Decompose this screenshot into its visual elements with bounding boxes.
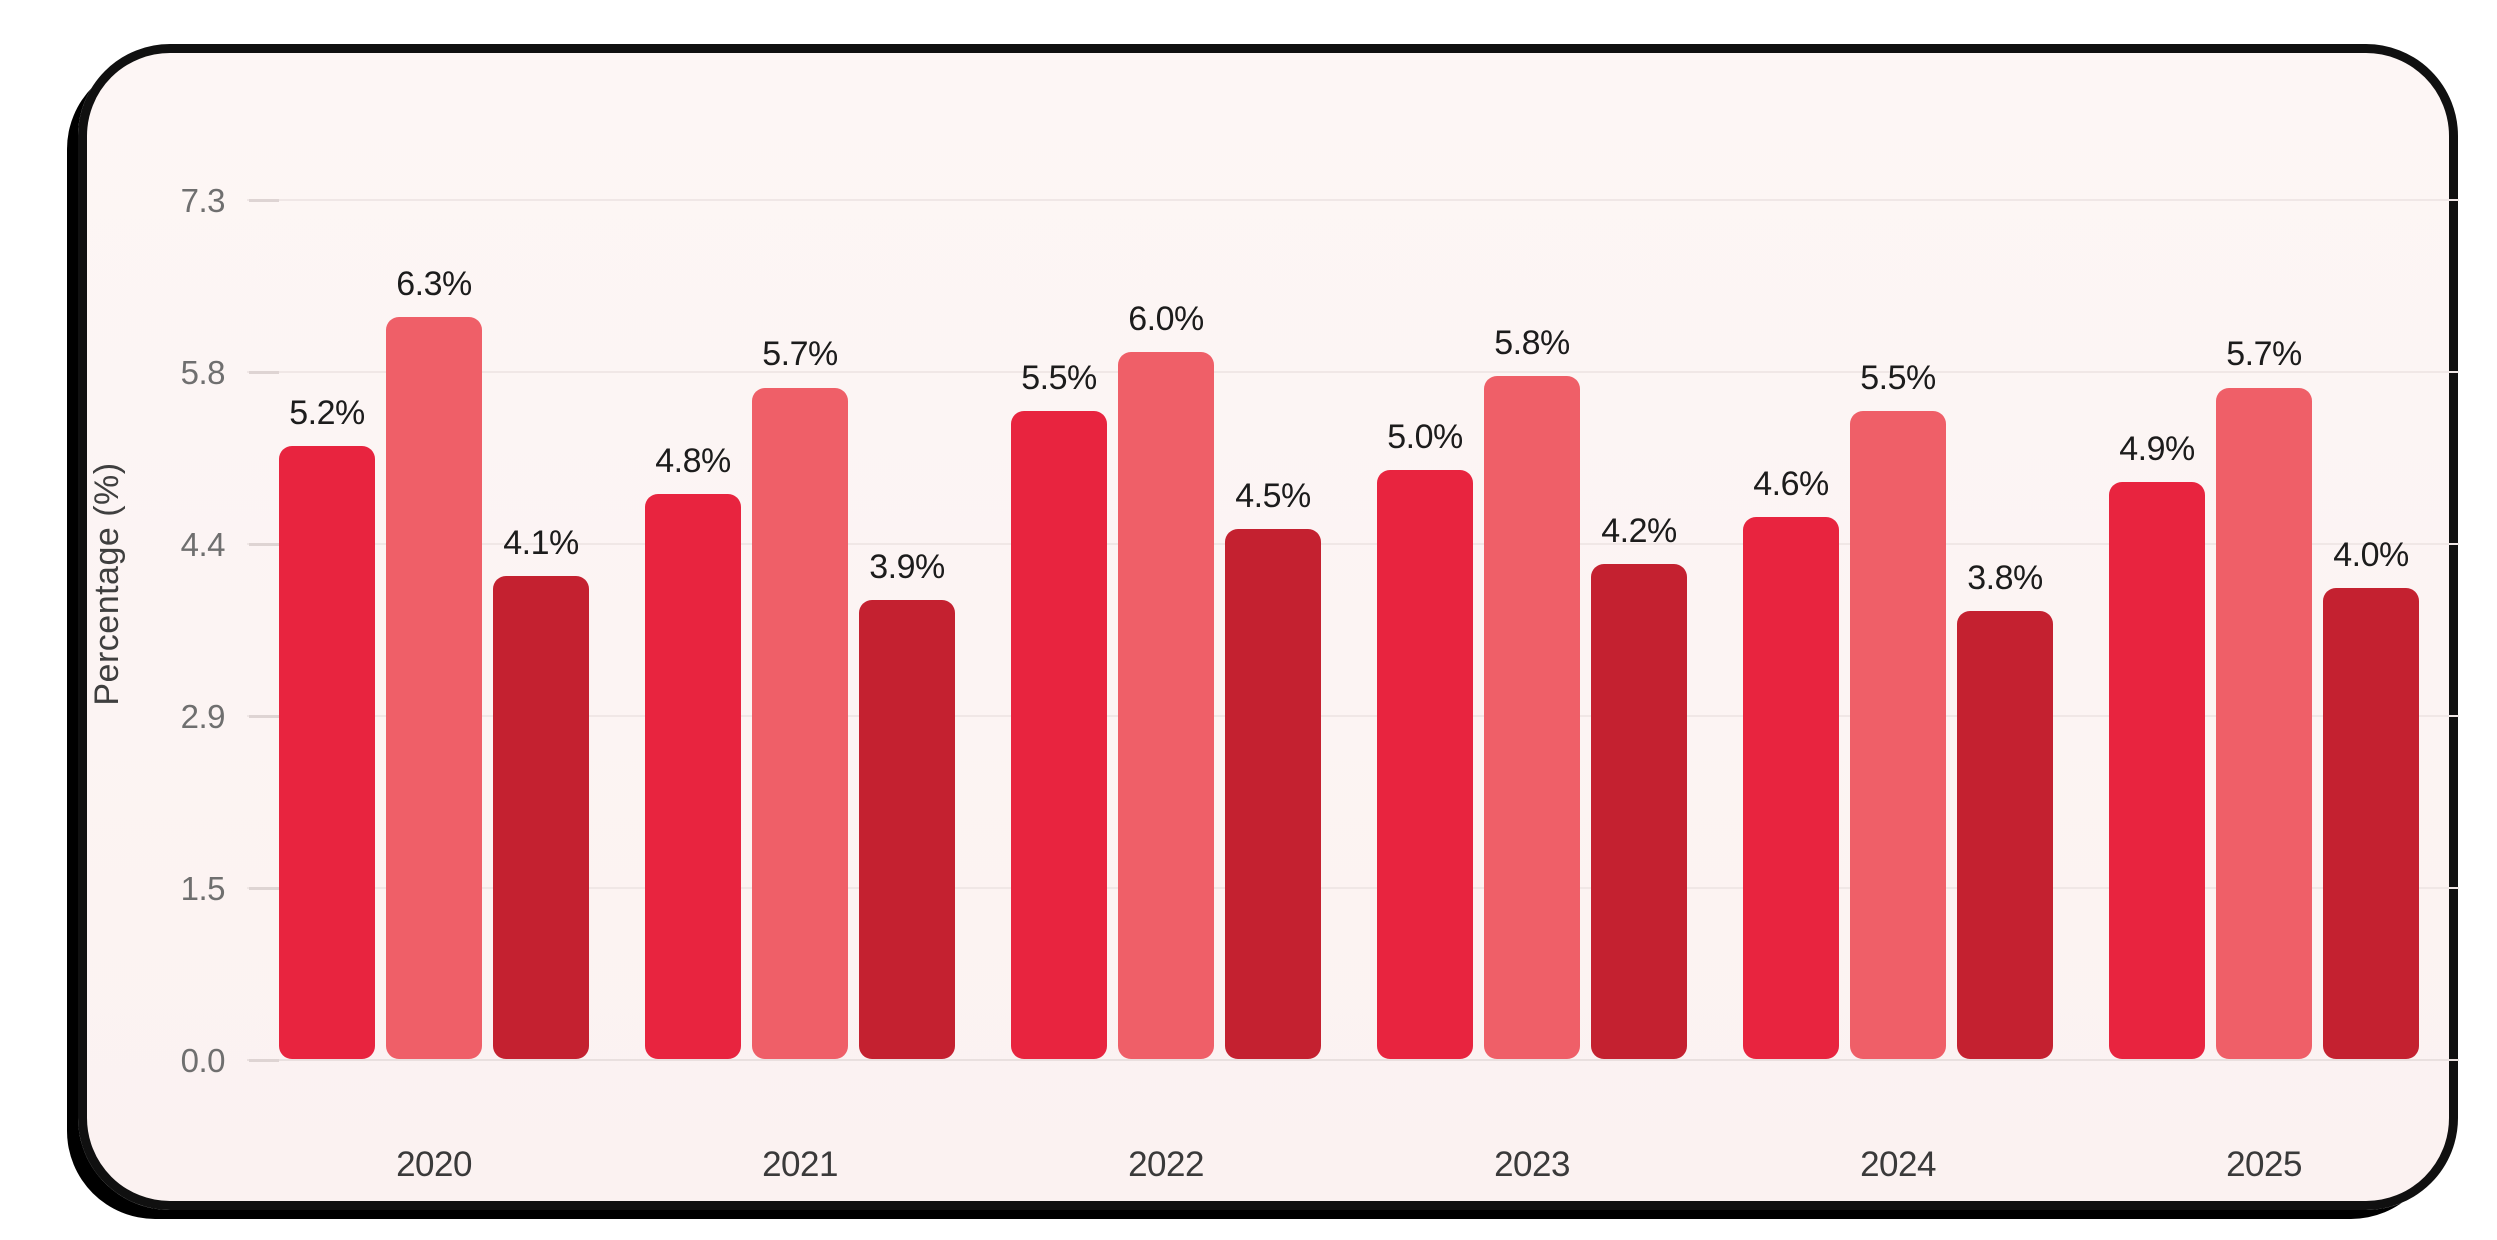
y-tick-label: 1.5 xyxy=(180,870,226,907)
axis-tick-mark xyxy=(249,199,279,202)
bar-2021-series-2[interactable] xyxy=(752,387,848,1059)
bar-value-label: 4.6% xyxy=(1753,465,1829,504)
gridline: 2.9 xyxy=(181,698,2459,735)
bar-2020-series-1[interactable] xyxy=(279,446,375,1059)
bar-value-label: 4.5% xyxy=(1235,476,1311,515)
bar-2020-series-2[interactable] xyxy=(386,316,482,1059)
axis-tick-mark xyxy=(249,715,279,718)
bar-value-label: 5.5% xyxy=(1860,359,1936,398)
bar-value-label: 6.0% xyxy=(1128,300,1204,339)
gridline: 1.5 xyxy=(181,870,2459,907)
bar-value-label: 5.5% xyxy=(1021,359,1097,398)
bar-value-label: 6.3% xyxy=(396,264,472,303)
gridline: 7.3 xyxy=(181,182,2459,219)
bar-2023-series-3[interactable] xyxy=(1591,564,1687,1059)
x-tick-label-2021: 2021 xyxy=(762,1145,838,1184)
y-axis-title: Percentage (%) xyxy=(88,462,126,706)
bar-value-label: 5.0% xyxy=(1387,417,1463,456)
bar-value-label: 3.9% xyxy=(869,547,945,586)
axis-tick-mark xyxy=(249,371,279,374)
axis-tick-mark xyxy=(249,1059,279,1062)
y-tick-label: 0.0 xyxy=(180,1042,226,1079)
gridline: 4.4 xyxy=(181,526,2459,563)
x-tick-label-2020: 2020 xyxy=(396,1145,472,1184)
y-tick-label: 4.4 xyxy=(180,526,226,563)
bar-value-label: 4.0% xyxy=(2333,535,2409,574)
bar-value-label: 5.2% xyxy=(289,394,365,433)
bar-2025-series-2[interactable] xyxy=(2216,387,2312,1059)
bar-2024-series-1[interactable] xyxy=(1743,517,1839,1059)
bar-2020-series-3[interactable] xyxy=(493,576,589,1059)
bar-value-label: 4.1% xyxy=(503,523,579,562)
bar-value-label: 5.7% xyxy=(2226,335,2302,374)
bar-2021-series-1[interactable] xyxy=(645,493,741,1059)
bar-value-label: 4.2% xyxy=(1601,512,1677,551)
bar-2022-series-1[interactable] xyxy=(1011,411,1107,1059)
bar-2022-series-2[interactable] xyxy=(1118,352,1214,1059)
y-tick-label: 2.9 xyxy=(180,698,226,735)
bar-value-label: 5.7% xyxy=(762,335,838,374)
bar-value-label: 3.8% xyxy=(1967,559,2043,598)
bar-2021-series-3[interactable] xyxy=(859,599,955,1059)
axis-tick-mark xyxy=(249,887,279,890)
plot-area: 0.0 1.5 2.9 4.4 5.8 7.3 5.2% 6.3% 4.1% 2020 4.8% 5.… xyxy=(181,182,2459,1184)
gridline: 5.8 xyxy=(181,354,2459,391)
bar-2024-series-2[interactable] xyxy=(1850,411,1946,1059)
bar-2022-series-3[interactable] xyxy=(1225,528,1321,1059)
x-tick-label-2023: 2023 xyxy=(1494,1145,1570,1184)
bar-value-label: 4.9% xyxy=(2119,429,2195,468)
bar-2023-series-2[interactable] xyxy=(1484,375,1580,1059)
y-tick-label: 5.8 xyxy=(180,354,226,391)
bar-2024-series-3[interactable] xyxy=(1957,611,2053,1059)
bar-value-label: 5.8% xyxy=(1494,323,1570,362)
bar-2025-series-1[interactable] xyxy=(2109,481,2205,1059)
bar-value-label: 4.8% xyxy=(655,441,731,480)
gridline: 0.0 xyxy=(181,1042,2459,1079)
x-tick-label-2024: 2024 xyxy=(1860,1145,1936,1184)
x-tick-label-2025: 2025 xyxy=(2226,1145,2302,1184)
y-tick-label: 7.3 xyxy=(180,182,226,219)
chart-card: Percentage (%) 0.0 1.5 2.9 4.4 5.8 7.3 5.2% 6.3… xyxy=(78,44,2459,1210)
bar-2025-series-3[interactable] xyxy=(2323,587,2419,1059)
x-tick-label-2022: 2022 xyxy=(1128,1145,1204,1184)
axis-tick-mark xyxy=(249,543,279,546)
bar-2023-series-1[interactable] xyxy=(1377,469,1473,1059)
